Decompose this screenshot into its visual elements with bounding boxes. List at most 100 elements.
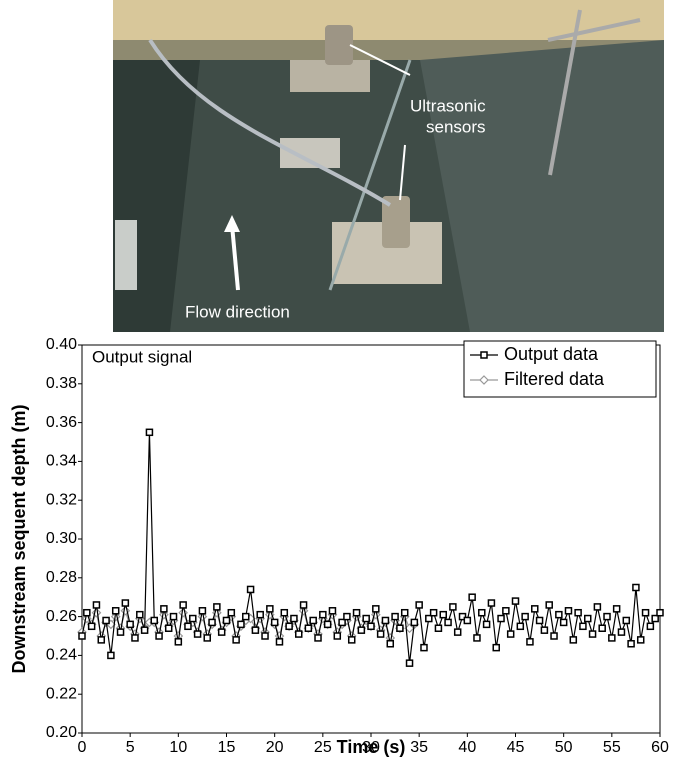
data-point	[636, 636, 645, 644]
x-tick-label: 50	[555, 739, 573, 756]
data-point	[121, 599, 130, 607]
x-tick-label: 0	[78, 739, 87, 756]
data-point	[381, 616, 390, 625]
data-point	[116, 628, 125, 636]
data-point	[372, 605, 380, 613]
photo: Ultrasonic sensors Flow direction	[113, 0, 664, 332]
x-axis-label: Time (s)	[337, 737, 406, 757]
data-point	[237, 620, 245, 629]
x-tick-label: 30	[362, 739, 380, 756]
data-point	[506, 630, 515, 638]
data-point	[593, 603, 602, 611]
data-point	[420, 643, 428, 652]
data-point	[295, 630, 303, 638]
data-point	[646, 622, 655, 631]
photo-label: sensors	[426, 117, 486, 136]
data-point	[107, 651, 115, 660]
x-tick-label: 15	[218, 739, 236, 756]
data-point	[617, 628, 626, 636]
y-tick-label: 0.40	[46, 336, 77, 353]
x-tick-label: 35	[410, 739, 428, 756]
data-point	[598, 624, 606, 632]
data-point	[179, 601, 187, 609]
data-point	[579, 622, 587, 631]
data-point	[256, 610, 264, 619]
data-point	[478, 608, 486, 617]
data-point	[174, 638, 183, 646]
legend-label: Filtered data	[504, 369, 605, 389]
y-tick-label: 0.20	[46, 724, 77, 741]
data-point	[550, 632, 558, 640]
x-tick-label: 45	[507, 739, 525, 756]
data-point	[290, 614, 298, 623]
data-point	[265, 609, 275, 620]
data-point	[444, 618, 452, 627]
data-point	[164, 624, 173, 632]
x-tick-label: 10	[169, 739, 187, 756]
legend-marker	[479, 375, 489, 385]
data-point	[608, 634, 616, 642]
data-point	[555, 610, 563, 619]
data-point	[189, 614, 197, 623]
data-point	[511, 597, 520, 605]
data-point	[526, 638, 534, 646]
data-point	[285, 622, 293, 631]
data-point	[193, 630, 202, 638]
y-tick-label: 0.38	[46, 375, 77, 392]
data-point	[588, 630, 597, 638]
legend	[463, 340, 657, 398]
x-tick-label: 25	[314, 739, 332, 756]
data-point	[140, 626, 149, 634]
data-point	[131, 634, 139, 642]
data-point	[338, 618, 346, 627]
data-point	[304, 624, 313, 632]
data-point	[564, 607, 573, 615]
data-point	[641, 608, 650, 617]
data-point	[203, 634, 211, 642]
data-point	[473, 634, 481, 642]
data-point	[521, 612, 529, 621]
data-point	[227, 608, 236, 617]
data-point	[242, 612, 250, 621]
y-tick-label: 0.24	[46, 647, 77, 664]
data-point	[463, 616, 472, 625]
data-point	[155, 632, 163, 640]
data-point	[246, 585, 255, 594]
data-point	[531, 605, 539, 613]
data-point	[415, 601, 423, 609]
data-point	[434, 624, 443, 632]
data-point	[574, 608, 582, 617]
data-point	[396, 624, 404, 632]
data-point	[425, 614, 433, 623]
data-point	[386, 640, 395, 648]
legend-marker	[480, 351, 488, 359]
data-point	[184, 622, 192, 631]
data-point	[603, 612, 611, 621]
y-tick-label: 0.30	[46, 530, 77, 547]
data-point	[347, 636, 356, 644]
data-point	[502, 607, 510, 615]
data-point	[468, 593, 476, 601]
x-tick-label: 60	[651, 739, 669, 756]
data-point	[83, 608, 91, 617]
data-point	[87, 622, 96, 631]
data-point	[487, 599, 496, 607]
data-point	[410, 618, 419, 627]
data-point	[545, 601, 553, 609]
data-point	[160, 605, 168, 613]
data-point	[319, 610, 327, 619]
data-point	[333, 632, 342, 640]
data-point	[439, 610, 447, 619]
x-tick-label: 20	[266, 739, 284, 756]
data-point	[97, 636, 106, 644]
legend-label: Output data	[504, 344, 599, 364]
data-point	[169, 612, 178, 621]
x-tick-label: 40	[458, 739, 476, 756]
data-point	[208, 618, 216, 627]
data-point	[102, 616, 110, 625]
data-point	[516, 622, 525, 631]
data-point	[405, 659, 414, 667]
data-point	[453, 628, 462, 636]
plot-frame	[81, 344, 661, 734]
